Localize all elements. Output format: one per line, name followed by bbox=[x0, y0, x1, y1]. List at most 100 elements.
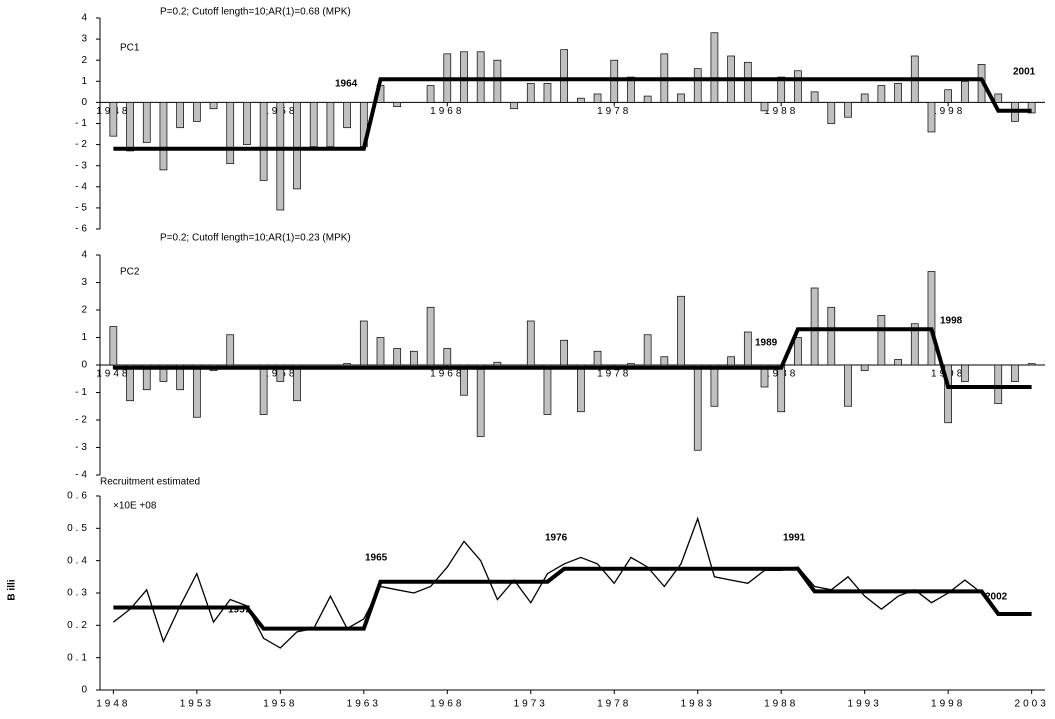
x-tick-label: 1958 bbox=[263, 699, 297, 710]
bar bbox=[426, 306, 435, 366]
bar bbox=[760, 102, 769, 112]
bar bbox=[710, 364, 719, 407]
y-tick-label: 1 bbox=[81, 332, 90, 343]
bar bbox=[126, 102, 134, 152]
y-tick-label: 4 bbox=[81, 13, 90, 24]
bar bbox=[526, 320, 535, 366]
annotation: 1964 bbox=[335, 79, 358, 90]
annotation: PC1 bbox=[120, 43, 140, 54]
x-tick-label: 1983 bbox=[681, 699, 715, 710]
x-tick-label: 1968 bbox=[430, 106, 464, 117]
panel-title: Recruitment estimated bbox=[100, 477, 200, 488]
y-tick-label: 0.5 bbox=[67, 523, 90, 534]
bar bbox=[192, 364, 201, 418]
bar bbox=[393, 348, 402, 366]
bar bbox=[359, 320, 368, 366]
annotation: 1998 bbox=[940, 316, 963, 327]
y-tick-label: 0 bbox=[81, 685, 90, 696]
regime-line bbox=[113, 327, 1032, 389]
bar bbox=[309, 102, 318, 148]
bar bbox=[910, 323, 919, 366]
bar bbox=[576, 364, 585, 413]
bar bbox=[593, 350, 602, 366]
bar bbox=[961, 80, 969, 103]
bar bbox=[226, 334, 235, 366]
regime-line bbox=[113, 77, 1032, 151]
bar bbox=[109, 102, 118, 137]
bar bbox=[159, 364, 168, 382]
y-tick-label: 0 bbox=[81, 97, 90, 108]
bar bbox=[643, 95, 652, 103]
bar bbox=[944, 89, 953, 103]
bar bbox=[994, 93, 1003, 103]
bar bbox=[393, 102, 402, 107]
bar bbox=[810, 287, 819, 366]
bar bbox=[844, 102, 852, 118]
bar bbox=[1011, 364, 1019, 382]
bar bbox=[259, 102, 268, 181]
y-tick-label: 3 bbox=[81, 277, 90, 288]
regime-line bbox=[113, 566, 1032, 631]
x-tick-label: 1963 bbox=[347, 699, 381, 710]
bar bbox=[493, 59, 502, 103]
bar bbox=[961, 364, 969, 382]
bar bbox=[743, 61, 752, 103]
annotation: 2001 bbox=[1013, 67, 1036, 78]
bar bbox=[476, 364, 485, 437]
x-tick-label: 1993 bbox=[848, 699, 882, 710]
annotation: 1991 bbox=[783, 533, 806, 544]
recruitment-line bbox=[113, 516, 982, 649]
y-tick-label: 3 bbox=[81, 34, 90, 45]
bar bbox=[293, 102, 301, 190]
bar bbox=[443, 348, 452, 366]
bar bbox=[860, 364, 869, 371]
bar bbox=[994, 364, 1003, 404]
bar bbox=[627, 363, 635, 366]
bar bbox=[142, 102, 151, 143]
bar bbox=[209, 102, 218, 110]
bar bbox=[627, 76, 635, 103]
bar bbox=[827, 102, 836, 124]
y-tick-label: 0.2 bbox=[67, 620, 90, 631]
bar bbox=[777, 364, 786, 413]
bar bbox=[109, 326, 118, 366]
x-tick-label: 2003 bbox=[1015, 699, 1049, 710]
bar bbox=[827, 306, 836, 366]
bar bbox=[142, 364, 151, 391]
bar bbox=[810, 91, 819, 103]
bar bbox=[159, 102, 168, 171]
x-tick-label: 1978 bbox=[597, 699, 631, 710]
x-tick-label: 1978 bbox=[597, 106, 631, 117]
bar bbox=[343, 102, 351, 129]
bar bbox=[259, 364, 268, 415]
bar bbox=[293, 364, 301, 402]
x-tick-label: 1968 bbox=[430, 369, 464, 380]
bar bbox=[226, 102, 235, 164]
bar bbox=[710, 32, 719, 103]
bar bbox=[927, 271, 936, 366]
bar bbox=[560, 339, 569, 366]
x-tick-label: 1953 bbox=[180, 699, 214, 710]
x-tick-label: 1998 bbox=[931, 106, 965, 117]
bar bbox=[410, 350, 418, 366]
annotation: 1989 bbox=[755, 338, 778, 349]
annotation: 1957 bbox=[228, 605, 251, 616]
bar bbox=[176, 364, 184, 391]
y-tick-label: 0 bbox=[81, 360, 90, 371]
bar bbox=[743, 331, 752, 366]
bar bbox=[526, 83, 535, 103]
bar bbox=[426, 85, 435, 103]
bar bbox=[794, 337, 802, 366]
y-tick-label: 1 bbox=[81, 76, 90, 87]
bar bbox=[610, 59, 619, 103]
x-tick-label: 1973 bbox=[514, 699, 548, 710]
bar bbox=[927, 102, 936, 133]
bar bbox=[243, 102, 251, 145]
bar bbox=[343, 363, 351, 366]
bar bbox=[576, 97, 585, 103]
bar bbox=[543, 364, 552, 415]
bar bbox=[460, 364, 468, 396]
annotation: 2002 bbox=[985, 592, 1008, 603]
bar bbox=[276, 364, 285, 382]
